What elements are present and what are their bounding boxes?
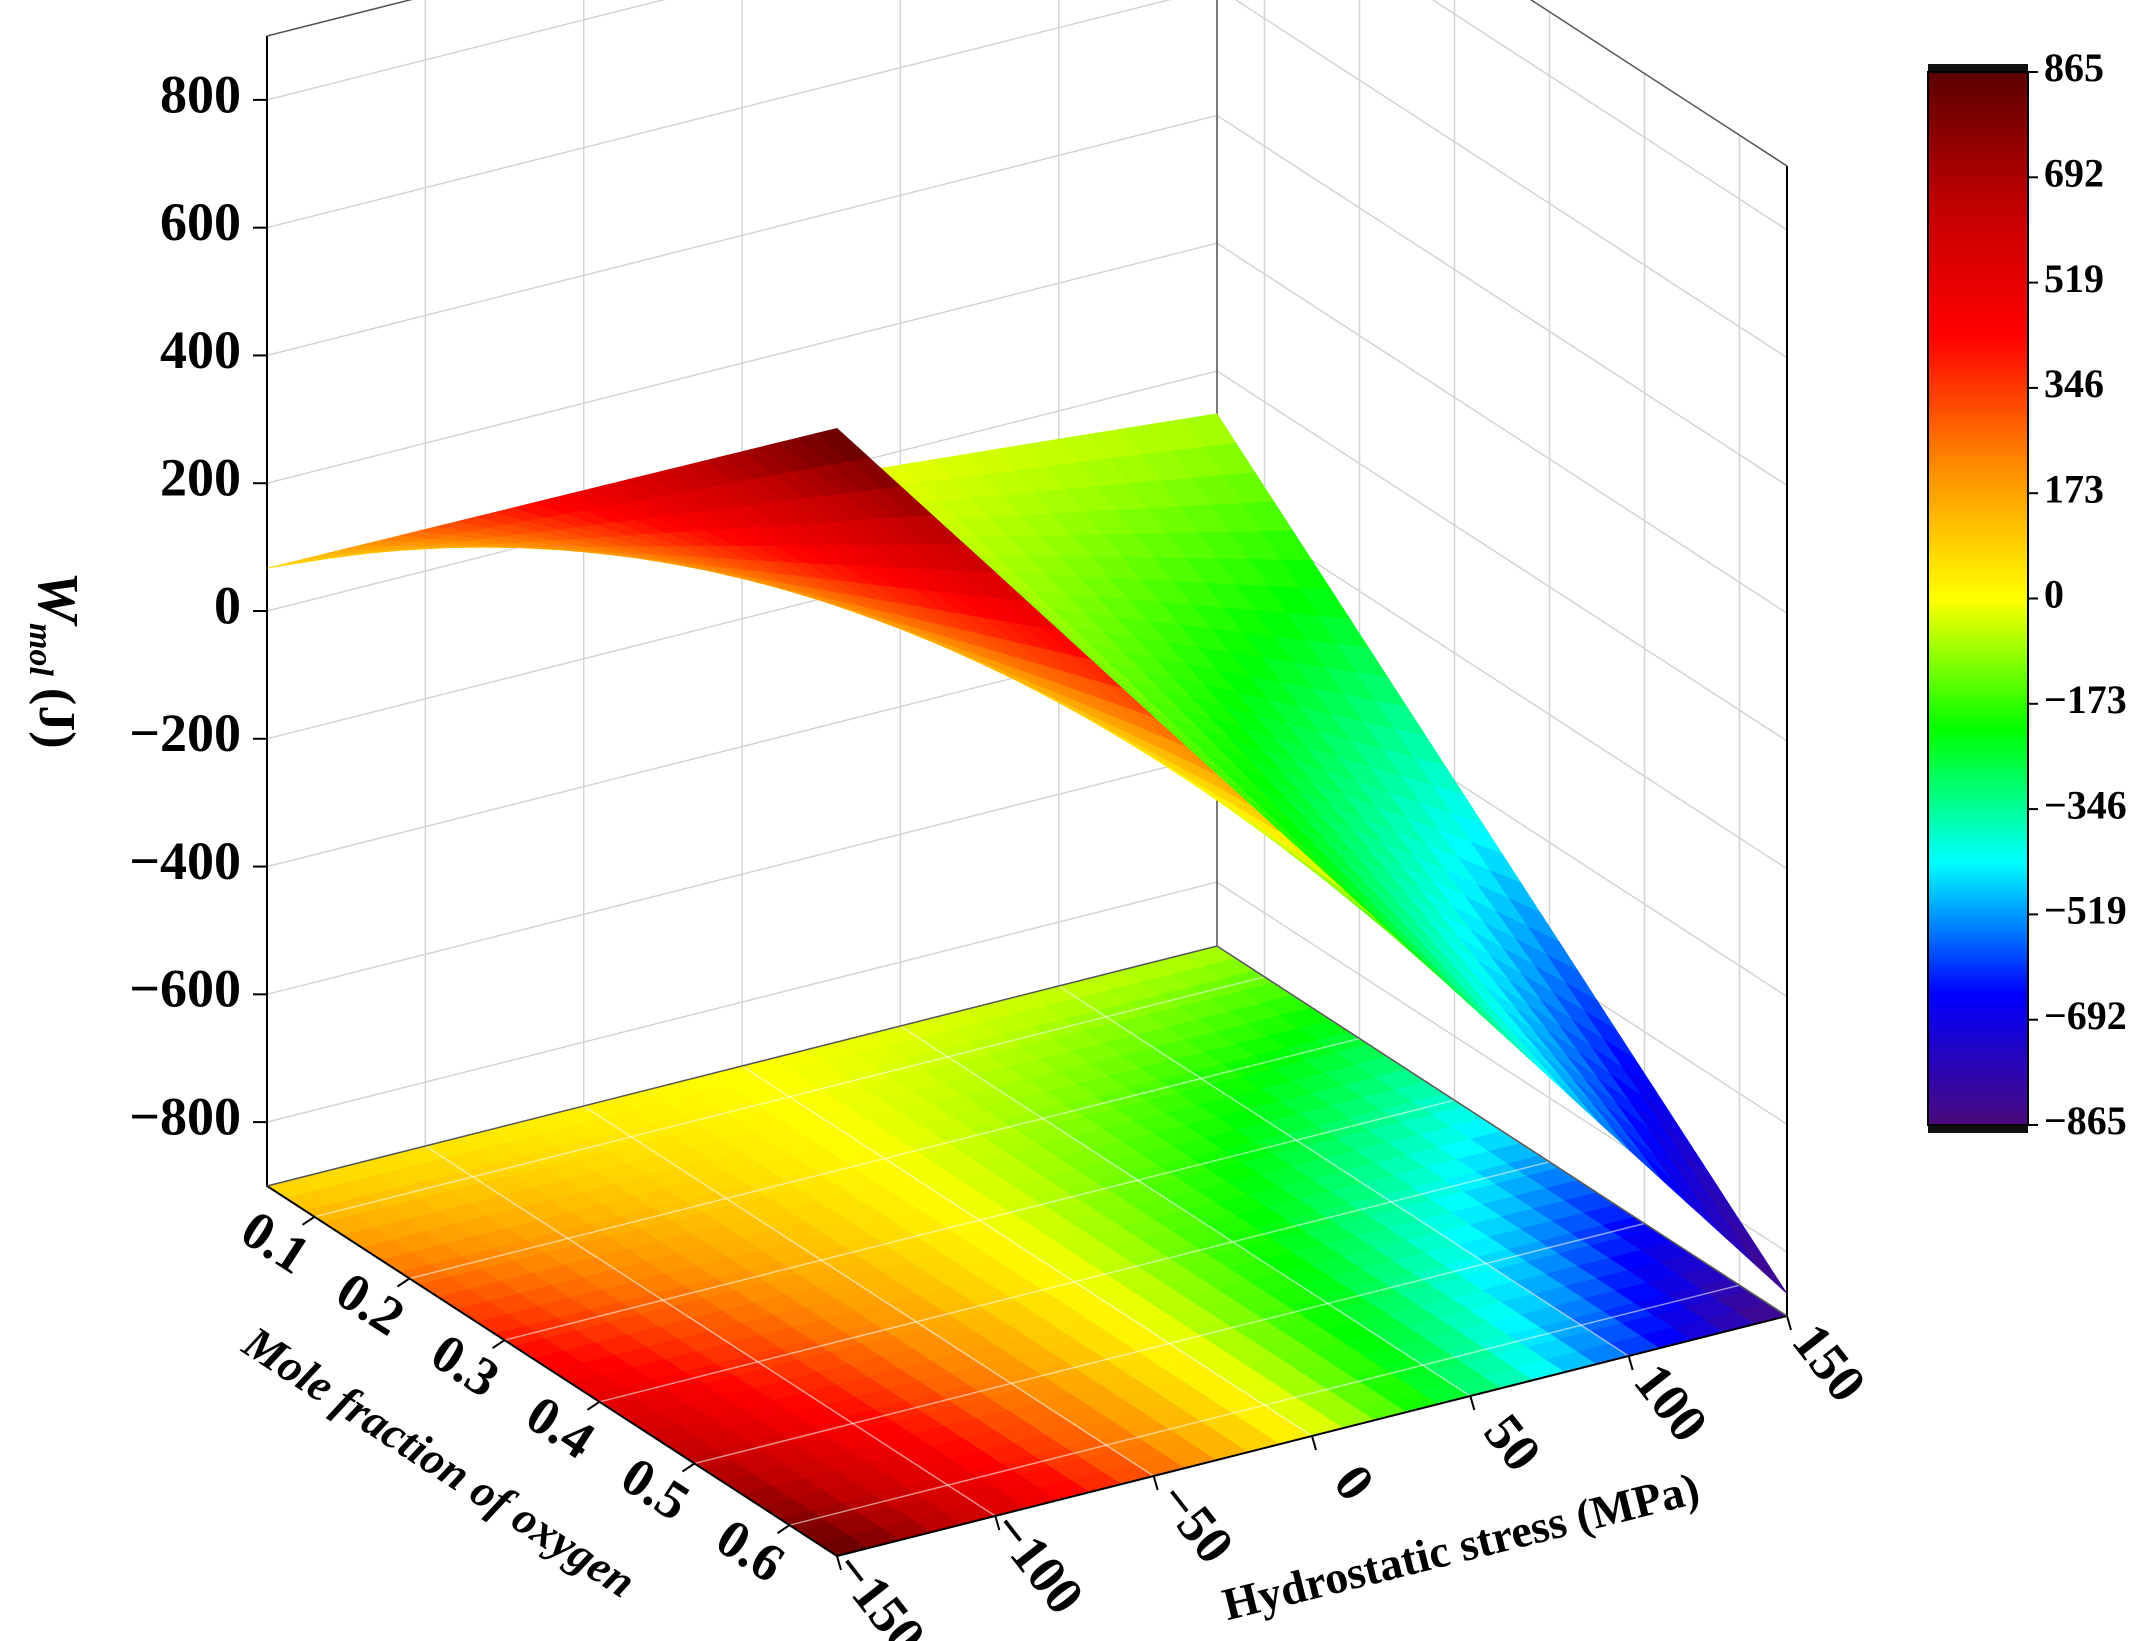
y-tick	[1469, 1395, 1476, 1411]
x-tick	[491, 1339, 506, 1349]
y-tick	[994, 1515, 1001, 1531]
floor-grid-line	[899, 1025, 1471, 1397]
colorbar-tick-label: 865	[2044, 45, 2104, 90]
colorbar-cap	[1928, 64, 2028, 72]
colorbar-tick-label: −173	[2044, 677, 2127, 722]
z-tick-label: 400	[160, 320, 241, 380]
z-tick-label: 200	[160, 448, 241, 508]
box-edge	[266, 0, 1788, 167]
colorbar-tick-label: 0	[2044, 572, 2064, 617]
z-tick-label: 0	[214, 575, 241, 635]
surface	[266, 413, 1788, 1294]
floor-grid-line	[1058, 985, 1630, 1357]
y-tick-label: 150	[1781, 1312, 1878, 1413]
z-label-sub: mol	[22, 623, 59, 676]
colorbar	[1927, 71, 2029, 1126]
floor-grid-line	[741, 1065, 1313, 1437]
colorbar-tick-label: −865	[2044, 1098, 2127, 1143]
z-label-main: W	[26, 571, 91, 626]
colorbar-tick-label: 519	[2044, 256, 2104, 301]
x-tick	[776, 1524, 791, 1534]
x-tick	[396, 1277, 411, 1288]
y-tick-label: 50	[1472, 1403, 1553, 1482]
z-tick-label: −600	[129, 959, 241, 1019]
y-tick	[1311, 1435, 1317, 1451]
y-axis-label: Hydrostatic stress (MPa)	[1217, 1462, 1704, 1630]
z-label-unit: (J)	[28, 688, 85, 749]
z-tick-label: −200	[129, 703, 241, 763]
colorbar-tick-label: 346	[2044, 361, 2104, 406]
y-tick-label: 0	[1322, 1453, 1386, 1511]
colorbar-tick-label: 692	[2044, 150, 2104, 195]
y-tick	[836, 1555, 842, 1571]
colorbar-tick-label: −346	[2044, 782, 2127, 827]
colorbar-cap	[1928, 1125, 2028, 1133]
surface-cell	[817, 428, 870, 462]
x-tick	[681, 1462, 696, 1473]
z-axis-label: Wmol (J)	[22, 571, 90, 748]
y-tick-label: 100	[1623, 1352, 1720, 1453]
floor-grid-line	[424, 1145, 996, 1517]
floor-projection	[266, 945, 1788, 1557]
x-tick	[301, 1216, 316, 1226]
y-tick	[1786, 1315, 1792, 1331]
x-tick	[586, 1401, 601, 1411]
colorbar-tick-label: 173	[2044, 466, 2104, 511]
y-tick	[1627, 1355, 1634, 1371]
y-tick	[1152, 1475, 1159, 1491]
floor-grid-line	[583, 1105, 1155, 1477]
z-tick-label: −400	[129, 831, 241, 891]
z-tick-label: 600	[160, 192, 241, 252]
z-tick-label: 800	[160, 64, 241, 124]
z-tick-label: −800	[129, 1087, 241, 1147]
y-tick-label: −50	[1146, 1471, 1245, 1575]
colorbar-tick-label: −692	[2044, 993, 2127, 1038]
colorbar-tick-label: −519	[2044, 888, 2127, 933]
